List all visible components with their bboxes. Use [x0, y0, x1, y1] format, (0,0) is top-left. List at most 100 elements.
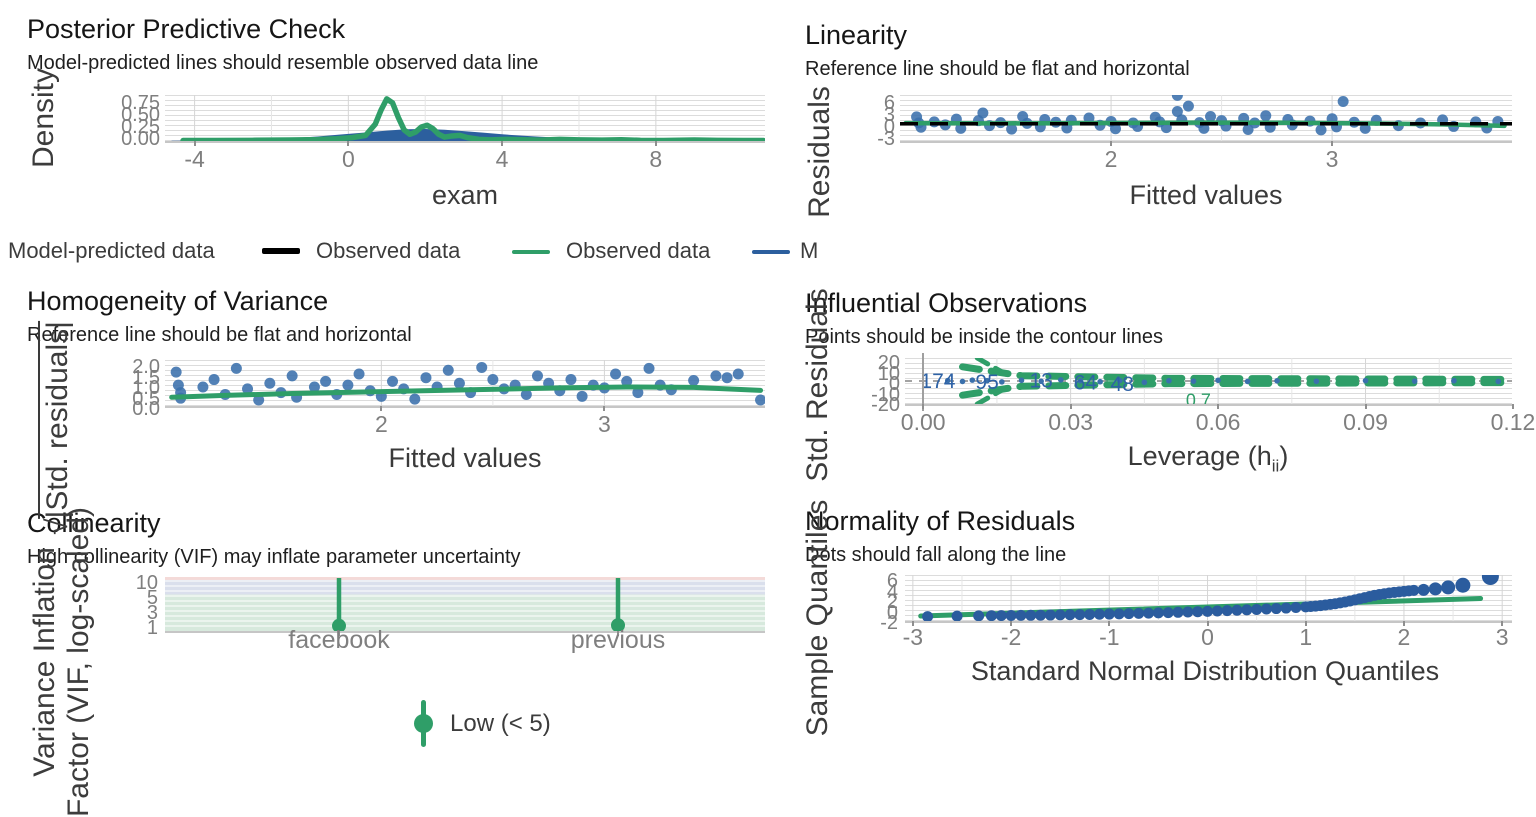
lin-plot-area — [900, 95, 1512, 141]
ppc-x-tick-label: 8 — [649, 146, 663, 172]
norm-x-tick-mark — [1402, 621, 1405, 626]
collinearity-subtitle: High collinearity (VIF) may inflate para… — [27, 546, 521, 568]
hom-x-tick-label: 3 — [597, 411, 611, 437]
influential-subtitle: Points should be inside the contour line… — [805, 326, 1164, 348]
ppc-x-tick-mark — [654, 141, 657, 146]
ppc-x-tick-mark — [193, 141, 196, 146]
zero-leverage-gridline — [922, 353, 925, 411]
leverage-label-close: ) — [1279, 441, 1289, 471]
hom-y-tick-label: 0.0 — [132, 398, 160, 420]
norm-x-tick-label: 2 — [1397, 624, 1411, 650]
black-line-swatch — [262, 248, 300, 254]
coll-x-tick-mark — [617, 631, 619, 636]
infl-y-tick-label: -20 — [871, 394, 900, 416]
norm-y-tick-label: -2 — [880, 612, 898, 634]
svg-text:64: 64 — [1074, 371, 1098, 394]
hom-x-tick-mark — [380, 406, 383, 411]
infl-x-tick-label: 0.09 — [1343, 409, 1388, 435]
ppc-plot-area — [165, 95, 765, 141]
norm-x-tick-mark — [1304, 621, 1307, 626]
coll-plot-area — [165, 577, 765, 631]
hom-y-tick-label: 1.5 — [132, 366, 160, 389]
infl-y-tick-label: 20 — [877, 352, 900, 374]
norm-x-tick-mark — [911, 621, 914, 626]
svg-text:48: 48 — [1111, 373, 1134, 396]
ppc-x-tick-mark — [501, 141, 504, 146]
coll-x-tick-label: facebook — [288, 626, 390, 654]
infl-x-tick-mark — [1069, 404, 1072, 409]
norm-x-tick-label: 1 — [1299, 624, 1313, 650]
influential-x-axis-label: Leverage (hii) — [1128, 441, 1289, 476]
norm-x-tick-mark — [1206, 621, 1209, 626]
infl-x-tick-label: 0.00 — [900, 409, 946, 435]
infl-x-tick-mark — [922, 404, 925, 409]
svg-text:174: 174 — [920, 370, 955, 393]
normality-title: Normality of Residuals — [805, 506, 1076, 536]
collinearity-y-axis-line2: Factor (VIF, log-scaled) — [62, 506, 95, 817]
coll-y-tick-label: 5 — [146, 587, 158, 609]
norm-y-tick-label: 0 — [886, 601, 898, 624]
lin-y-tick-label: 0 — [883, 116, 895, 138]
hom-y-tick-label: 1.0 — [132, 377, 160, 399]
blue-line-swatch — [752, 250, 790, 254]
collinearity-y-axis-line1: Variance Inflation — [28, 547, 61, 777]
ppc-x-tick-label: -4 — [184, 146, 205, 172]
influential-title: Influential Observations — [805, 288, 1088, 318]
norm-x-tick-label: 0 — [1201, 624, 1214, 650]
norm-plot-area — [905, 575, 1512, 621]
infl-axis-line — [905, 404, 1512, 406]
ppc-y-tick-label: 0.25 — [121, 116, 160, 138]
infl-x-tick-mark — [1217, 404, 1220, 409]
coll-x-tick-mark — [338, 631, 340, 636]
hom-x-tick-label: 2 — [374, 411, 388, 437]
norm-x-tick-label: 3 — [1495, 624, 1509, 650]
homogeneity-title: Homogeneity of Variance — [27, 286, 329, 316]
svg-text:13: 13 — [1029, 370, 1052, 393]
normality-x-axis-label: Standard Normal Distribution Quantiles — [970, 656, 1440, 686]
ppc-x-tick-label: 0 — [341, 146, 355, 172]
lin-x-tick-mark — [1331, 141, 1334, 146]
legend-label-clipped: M — [800, 238, 819, 263]
infl-x-tick-mark — [1511, 404, 1514, 409]
homogeneity-subtitle: Reference line should be flat and horizo… — [27, 324, 412, 346]
ppc-y-tick-label: 0.00 — [121, 128, 160, 150]
ppc-axis-line — [165, 141, 765, 143]
norm-x-tick-label: -2 — [1000, 624, 1022, 650]
homogeneity-y-axis-label: √|Std. residuals| — [38, 321, 75, 535]
infl-x-tick-label: 0.03 — [1048, 409, 1093, 435]
svg-text:0.7: 0.7 — [1186, 391, 1211, 404]
ppc-y-tick-label: 0.75 — [121, 92, 160, 114]
ppc-x-tick-mark — [347, 141, 350, 146]
infl-y-tick-label: 10 — [877, 362, 900, 385]
legend-label-low-vif: Low (< 5) — [450, 710, 551, 737]
legend-label-observed-blue: Observed data — [566, 238, 711, 263]
model-diagnostics-page: { "colors":{ "green":"#2f9e68","blue_fil… — [8, 14, 1536, 817]
linearity-title: Linearity — [805, 20, 908, 50]
homogeneity-x-axis-label: Fitted values — [388, 443, 542, 473]
lin-x-tick-mark — [1110, 141, 1113, 146]
collinearity-y-axis-label: Variance Inflation Factor (VIF, log-scale… — [28, 507, 96, 817]
infl-y-tick-label: -10 — [871, 383, 900, 406]
leverage-label-subscript: ii — [1271, 456, 1280, 476]
normality-subtitle: Dots should fall along the line — [805, 544, 1067, 566]
norm-x-tick-mark — [1501, 621, 1504, 626]
lin-y-tick-label: 6 — [883, 92, 895, 114]
coll-axis-line — [165, 631, 765, 633]
lin-y-tick-label: -3 — [877, 128, 895, 150]
hom-y-tick-label: 0.5 — [132, 387, 160, 410]
legend-label-observed-green: Observed data — [316, 238, 461, 263]
hom-axis-line — [165, 406, 765, 408]
leverage-label-text: Leverage (h — [1127, 441, 1272, 471]
coll-y-tick-label: 1 — [146, 617, 158, 639]
lin-x-tick-label: 3 — [1325, 146, 1339, 172]
coll-x-tick-label: previous — [570, 626, 666, 654]
lin-x-tick-label: 2 — [1104, 146, 1118, 172]
ppc-subtitle: Model-predicted lines should resemble ob… — [27, 52, 539, 74]
norm-x-tick-label: -3 — [902, 624, 924, 650]
green-line-swatch — [512, 250, 550, 254]
legend-label-model-predicted: Model-predicted data — [8, 238, 215, 263]
linearity-subtitle: Reference line should be flat and horizo… — [805, 58, 1190, 80]
ppc-x-tick-label: 4 — [495, 146, 509, 172]
infl-y-tick-label: 0 — [888, 373, 900, 395]
lin-axis-line — [900, 141, 1512, 143]
